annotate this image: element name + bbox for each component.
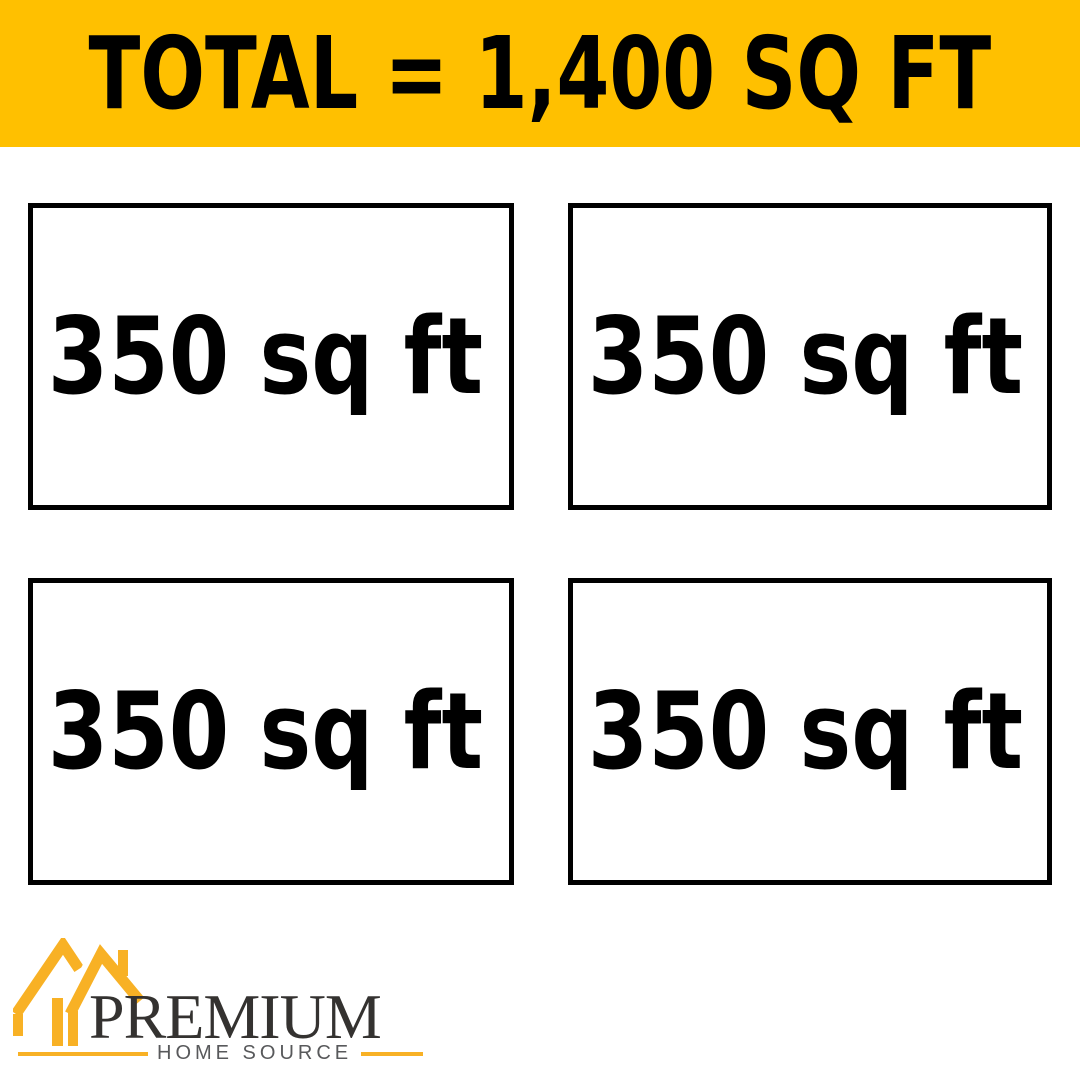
area-box-top-left: 350 sq ft bbox=[28, 203, 514, 510]
area-box-bottom-left: 350 sq ft bbox=[28, 578, 514, 885]
area-box-label: 350 sq ft bbox=[587, 670, 1024, 793]
total-banner: TOTAL = 1,400 SQ FT bbox=[0, 0, 1080, 147]
brand-name: PREMIUM bbox=[89, 981, 382, 1052]
brand-tagline-row: HOME SOURCE bbox=[18, 1042, 424, 1065]
total-banner-text: TOTAL = 1,400 SQ FT bbox=[88, 15, 992, 132]
area-box-label: 350 sq ft bbox=[47, 670, 484, 793]
area-box-top-right: 350 sq ft bbox=[568, 203, 1052, 510]
tagline-rule-right bbox=[361, 1051, 424, 1056]
brand-tagline: HOME SOURCE bbox=[157, 1042, 353, 1064]
brand-logo: PREMIUM HOME SOURCE bbox=[13, 938, 424, 1080]
house-roofs-icon bbox=[13, 938, 143, 1046]
tagline-rule-left bbox=[18, 1051, 148, 1056]
area-box-bottom-right: 350 sq ft bbox=[568, 578, 1052, 885]
area-box-label: 350 sq ft bbox=[587, 295, 1024, 418]
area-box-label: 350 sq ft bbox=[47, 295, 484, 418]
